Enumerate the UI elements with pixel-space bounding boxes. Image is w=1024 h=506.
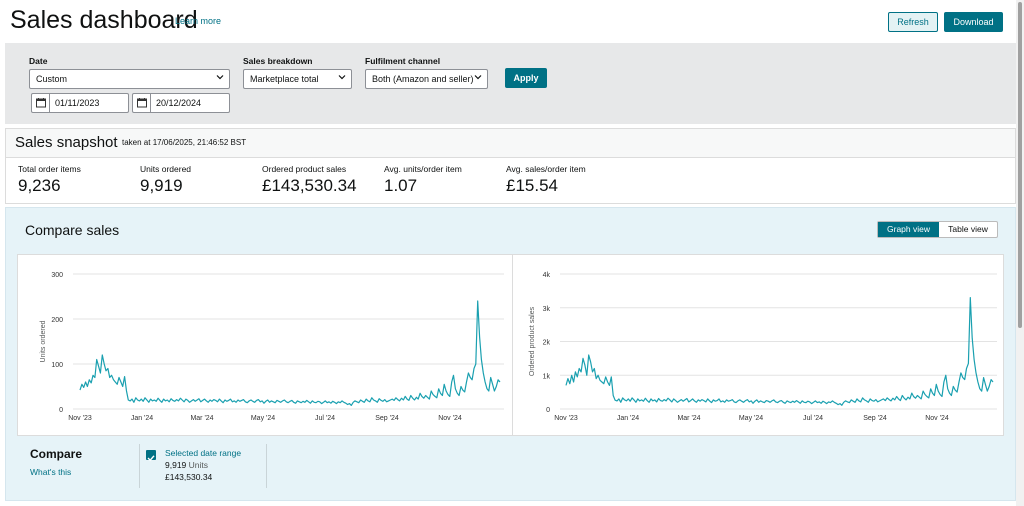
end-date-value: 20/12/2024 [156, 98, 202, 108]
selected-date-range-checkbox[interactable] [146, 450, 156, 462]
graph-view-button[interactable]: Graph view [878, 222, 939, 237]
chevron-down-icon [216, 75, 224, 80]
x-tick-label: Nov '23 [68, 415, 92, 422]
metric-ordered-product-sales: Ordered product sales £143,530.34 [262, 164, 357, 196]
date-label: Date [29, 56, 48, 66]
channel-label: Fulfilment channel [365, 56, 441, 66]
start-date-input[interactable]: 01/11/2023 [31, 93, 129, 113]
metric-label: Ordered product sales [262, 164, 347, 174]
metric-value: £143,530.34 [262, 176, 357, 195]
ordered-product-sales-chart: 0 1k 2k 3k 4k Ordered product sales Nov '23 Jan… [529, 272, 997, 422]
metric-value: 9,236 [18, 176, 61, 195]
snapshot-title: Sales snapshot [15, 134, 118, 151]
x-tick-label: Jul '24 [803, 415, 823, 422]
table-view-button[interactable]: Table view [948, 224, 988, 234]
view-toggle: Graph view Table view [877, 221, 998, 238]
metric-value: 9,919 [140, 176, 183, 195]
series-line [79, 300, 501, 406]
metric-total-order-items: Total order items 9,236 [18, 164, 81, 196]
footer-divider [139, 444, 140, 488]
checkmark-icon [147, 455, 155, 462]
chevron-down-icon [474, 75, 482, 80]
x-tick-label: Jan '24 [617, 415, 639, 422]
y-tick-label: 0 [546, 407, 550, 414]
metric-label: Avg. units/order item [384, 164, 462, 174]
x-tick-label: Mar '24 [677, 415, 700, 422]
calendar-icon [133, 94, 151, 112]
x-tick-label: Nov '24 [438, 415, 462, 422]
y-axis-label: Ordered product sales [529, 306, 536, 376]
metric-units-ordered: Units ordered 9,919 [140, 164, 191, 196]
start-date-value: 01/11/2023 [55, 98, 100, 108]
snapshot-timestamp: taken at 17/06/2025, 21:46:52 BST [122, 138, 247, 147]
legend-units-word: Units [188, 460, 209, 470]
compare-sales-title: Compare sales [25, 222, 120, 238]
legend-units-value: 9,919 [165, 460, 187, 470]
y-tick-label: 300 [51, 272, 63, 279]
metric-avg-units-per-order-item: Avg. units/order item 1.07 [384, 164, 462, 196]
breakdown-value: Marketplace total [250, 74, 319, 84]
scrollbar-thumb[interactable] [1018, 2, 1022, 328]
y-tick-label: 2k [543, 340, 551, 347]
metric-label: Avg. sales/order item [506, 164, 586, 174]
page-title: Sales dashboard [10, 6, 198, 34]
y-tick-label: 200 [51, 317, 63, 324]
metric-value: £15.54 [506, 176, 558, 195]
legend-label: Selected date range [165, 448, 242, 458]
metric-value: 1.07 [384, 176, 418, 195]
x-tick-label: Nov '24 [925, 415, 949, 422]
series-line [565, 296, 994, 406]
y-axis-label: Units ordered [40, 320, 47, 362]
x-tick-label: Jan '24 [131, 415, 153, 422]
compare-sales-panel: Compare sales Graph view Table view 0 100… [5, 207, 1016, 501]
apply-button[interactable]: Apply [505, 68, 547, 88]
units-ordered-chart: 0 100 200 300 Units ordered Nov '23 Jan '24 Mar… [40, 272, 504, 422]
page-header: Sales dashboard Learn more Refresh Downl… [0, 0, 1016, 42]
legend-units: 9,919 Units [165, 460, 208, 470]
sales-snapshot-header: Sales snapshot taken at 17/06/2025, 21:4… [5, 128, 1016, 158]
channel-value: Both (Amazon and seller) [372, 74, 474, 84]
y-tick-label: 4k [543, 272, 551, 279]
whats-this-link[interactable]: What's this [30, 467, 72, 477]
x-tick-label: Sep '24 [863, 415, 887, 422]
metric-label: Units ordered [140, 164, 192, 174]
breakdown-label: Sales breakdown [243, 56, 313, 66]
calendar-icon [32, 94, 50, 112]
x-tick-label: May '24 [251, 415, 275, 422]
learn-more-link[interactable]: Learn more [175, 16, 222, 26]
chevron-down-icon [338, 75, 346, 80]
compare-footer-title: Compare [30, 447, 83, 461]
x-tick-label: Jul '24 [315, 415, 335, 422]
metric-avg-sales-per-order-item: Avg. sales/order item £15.54 [506, 164, 586, 196]
x-tick-label: Mar '24 [190, 415, 213, 422]
x-tick-label: Sep '24 [375, 415, 399, 422]
page-scrollbar[interactable] [1016, 0, 1024, 506]
y-tick-label: 100 [51, 362, 63, 369]
y-tick-label: 1k [543, 373, 551, 380]
date-range-value: Custom [36, 74, 68, 84]
footer-divider [266, 444, 267, 488]
charts-container: 0 100 200 300 Units ordered Nov '23 Jan '24 Mar… [17, 254, 1004, 436]
refresh-button[interactable]: Refresh [888, 12, 938, 32]
fulfilment-channel-select[interactable]: Both (Amazon and seller) [365, 69, 488, 89]
x-tick-label: Nov '23 [554, 415, 578, 422]
x-tick-label: May '24 [739, 415, 763, 422]
sales-snapshot-metrics: Total order items 9,236 Units ordered 9,… [5, 158, 1016, 204]
sales-breakdown-select[interactable]: Marketplace total [243, 69, 352, 89]
download-button[interactable]: Download [944, 12, 1003, 32]
filters-panel: Date Custom 01/11/2023 20/12/2024 Sales … [5, 43, 1016, 124]
legend-sales: £143,530.34 [165, 472, 213, 482]
y-tick-label: 0 [59, 407, 63, 414]
end-date-input[interactable]: 20/12/2024 [132, 93, 230, 113]
date-range-select[interactable]: Custom [29, 69, 230, 89]
metric-label: Total order items [18, 164, 81, 174]
chart-divider [512, 255, 513, 435]
y-tick-label: 3k [543, 306, 551, 313]
